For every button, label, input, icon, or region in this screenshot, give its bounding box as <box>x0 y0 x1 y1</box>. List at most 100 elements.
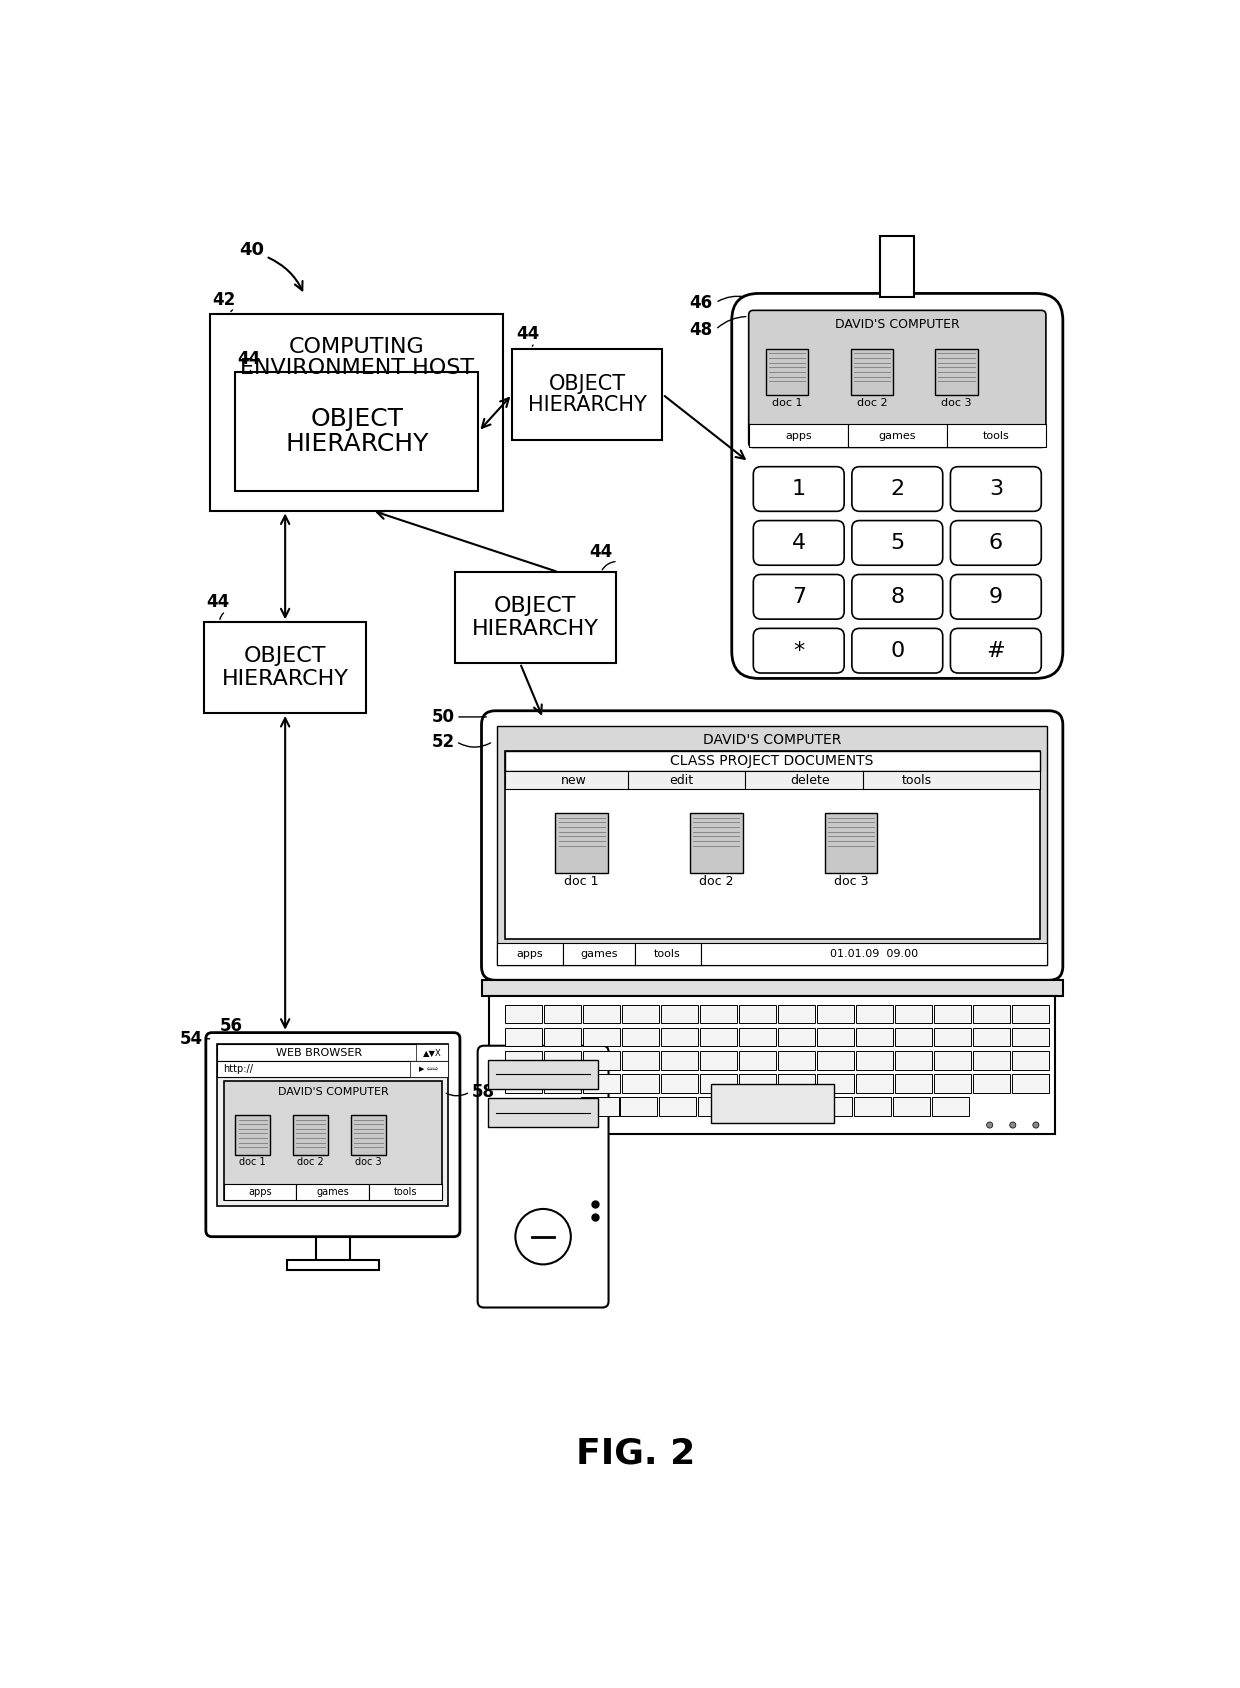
Bar <box>972 1074 1011 1092</box>
Bar <box>583 1052 620 1070</box>
Text: FIG. 2: FIG. 2 <box>575 1436 696 1470</box>
Bar <box>489 1060 598 1089</box>
Bar <box>848 424 947 447</box>
Text: doc 3: doc 3 <box>355 1156 382 1166</box>
Bar <box>856 1028 893 1047</box>
Circle shape <box>1033 1123 1039 1128</box>
Bar <box>661 1052 698 1070</box>
Bar <box>972 1028 1011 1047</box>
Bar <box>223 1183 296 1200</box>
Bar <box>972 1052 1011 1070</box>
Bar <box>934 1074 971 1092</box>
Text: DAVID'S COMPUTER: DAVID'S COMPUTER <box>835 317 960 331</box>
Bar <box>856 1004 893 1023</box>
Bar <box>1012 1074 1049 1092</box>
FancyBboxPatch shape <box>950 628 1042 674</box>
Text: DAVID'S COMPUTER: DAVID'S COMPUTER <box>703 733 842 748</box>
Bar <box>217 1045 449 1205</box>
Bar <box>505 771 1040 790</box>
Bar <box>777 1004 815 1023</box>
FancyBboxPatch shape <box>852 466 942 511</box>
Bar <box>505 1028 542 1047</box>
Text: games: games <box>879 430 916 441</box>
Text: apps: apps <box>248 1187 272 1197</box>
Text: HIERARCHY: HIERARCHY <box>285 432 429 456</box>
Bar <box>217 1045 449 1062</box>
Bar <box>583 1074 620 1092</box>
Bar <box>490 996 1055 1134</box>
FancyBboxPatch shape <box>754 628 844 674</box>
Bar <box>293 1116 327 1155</box>
Bar <box>894 1052 932 1070</box>
Text: HIERARCHY: HIERARCHY <box>222 668 348 689</box>
Bar <box>582 1097 619 1116</box>
Text: 1: 1 <box>791 479 806 500</box>
Bar <box>749 424 848 447</box>
Bar <box>658 1097 697 1116</box>
Text: 58: 58 <box>471 1084 495 1101</box>
Bar <box>699 1074 737 1092</box>
Bar <box>316 1237 350 1261</box>
Bar <box>777 1028 815 1047</box>
Bar <box>815 1097 852 1116</box>
Text: doc 2: doc 2 <box>699 874 734 888</box>
Bar <box>691 814 743 873</box>
Text: 0: 0 <box>890 641 904 660</box>
Bar <box>854 1097 892 1116</box>
FancyBboxPatch shape <box>852 574 942 619</box>
Bar <box>505 1052 542 1070</box>
Bar <box>894 1074 932 1092</box>
Text: delete: delete <box>790 773 830 787</box>
Bar <box>217 1062 449 1077</box>
FancyBboxPatch shape <box>852 520 942 565</box>
Bar <box>880 236 914 297</box>
Bar <box>296 1183 370 1200</box>
Bar <box>236 371 479 491</box>
Bar <box>621 1004 658 1023</box>
Bar <box>893 1097 930 1116</box>
Bar <box>935 349 978 395</box>
Bar <box>543 1074 582 1092</box>
Bar <box>817 1074 854 1092</box>
Bar <box>701 944 1048 966</box>
Bar <box>934 1028 971 1047</box>
Text: OBJECT: OBJECT <box>244 647 326 667</box>
Text: 56: 56 <box>219 1016 243 1035</box>
Bar <box>825 814 877 873</box>
FancyBboxPatch shape <box>950 574 1042 619</box>
Text: ENVIRONMENT HOST: ENVIRONMENT HOST <box>239 358 474 378</box>
Bar <box>505 1004 542 1023</box>
Text: 42: 42 <box>212 290 236 309</box>
Bar <box>661 1028 698 1047</box>
FancyBboxPatch shape <box>206 1033 460 1237</box>
Bar <box>223 1080 443 1200</box>
Bar <box>505 1074 542 1092</box>
Bar <box>777 1074 815 1092</box>
Bar <box>497 944 563 966</box>
Bar <box>410 1062 449 1077</box>
FancyBboxPatch shape <box>754 574 844 619</box>
Text: apps: apps <box>517 949 543 959</box>
Text: OBJECT: OBJECT <box>495 596 577 616</box>
Text: tools: tools <box>394 1187 418 1197</box>
Bar <box>932 1097 970 1116</box>
Text: tools: tools <box>655 949 681 959</box>
Bar <box>934 1004 971 1023</box>
Bar <box>711 1084 833 1123</box>
Bar <box>621 1074 658 1092</box>
Bar <box>777 1052 815 1070</box>
Bar <box>621 1028 658 1047</box>
Text: 44: 44 <box>589 544 613 562</box>
Bar <box>947 424 1045 447</box>
Text: tools: tools <box>983 430 1009 441</box>
Text: 2: 2 <box>890 479 904 500</box>
Bar <box>856 1074 893 1092</box>
Text: doc 2: doc 2 <box>298 1156 324 1166</box>
Text: games: games <box>580 949 618 959</box>
Text: doc 3: doc 3 <box>941 398 972 408</box>
Bar <box>455 572 616 663</box>
Bar <box>481 981 1063 996</box>
Bar <box>1012 1052 1049 1070</box>
Circle shape <box>1009 1123 1016 1128</box>
Text: new: new <box>562 773 587 787</box>
